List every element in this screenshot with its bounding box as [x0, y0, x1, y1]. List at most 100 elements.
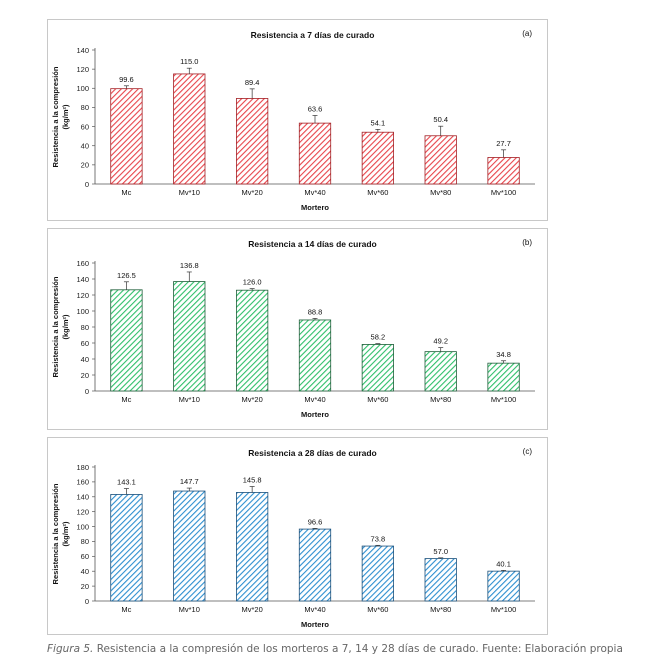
y-tick-label: 100	[76, 307, 89, 316]
data-label: 88.8	[308, 307, 323, 316]
y-tick-label: 140	[76, 46, 89, 55]
y-tick-label: 0	[85, 597, 89, 606]
bar-Mc	[110, 289, 143, 392]
bar-Mv*40	[298, 319, 332, 392]
data-label: 143.1	[117, 478, 136, 487]
y-tick-label: 180	[76, 463, 89, 472]
data-label: 89.4	[245, 78, 260, 87]
chart-panel-c: Resistencia a 28 días de curado (c) 0 20 40 6…	[47, 437, 548, 635]
data-label: 126.5	[117, 271, 136, 280]
bar-Mv*40	[298, 122, 332, 185]
chart-title: Resistencia a 14 días de curado	[248, 239, 377, 249]
data-label: 73.8	[371, 534, 386, 543]
bar-Mv*20	[236, 289, 269, 392]
x-tick-label: Mc	[121, 188, 131, 197]
x-axis-label: Mortero	[301, 410, 329, 419]
y-tick-label: 80	[81, 103, 89, 112]
y-axis-label: Resistencia a la compresión	[51, 66, 60, 167]
chart-title: Resistencia a 7 días de curado	[251, 30, 375, 40]
data-label: 27.7	[496, 139, 511, 148]
y-tick-label: 100	[76, 84, 89, 93]
x-tick-label: Mv*80	[430, 188, 451, 197]
x-tick-label: Mv*60	[367, 605, 388, 614]
x-tick-label: Mv*40	[304, 605, 325, 614]
x-tick-label: Mv*20	[242, 605, 263, 614]
y-tick-label: 20	[81, 371, 89, 380]
data-label: 40.1	[496, 559, 511, 568]
bar-Mv*100	[487, 570, 520, 602]
y-tick-label: 60	[81, 339, 89, 348]
bar-Mv*10	[173, 281, 206, 392]
y-tick-label: 40	[81, 355, 89, 364]
x-axis-label: Mortero	[301, 203, 329, 212]
y-tick-label: 140	[76, 493, 89, 502]
x-tick-label: Mv*40	[304, 395, 325, 404]
x-tick-label: Mv*10	[179, 188, 200, 197]
x-tick-label: Mv*80	[430, 605, 451, 614]
panel-label: (a)	[522, 29, 532, 38]
y-tick-label: 100	[76, 522, 89, 531]
x-tick-label: Mv*10	[179, 605, 200, 614]
data-label: 49.2	[433, 337, 448, 346]
data-label: 58.2	[371, 333, 386, 342]
panel-label: (c)	[523, 447, 533, 456]
x-tick-label: Mv*40	[304, 188, 325, 197]
y-tick-label: 80	[81, 537, 89, 546]
y-axis-label: Resistencia a la compresión	[51, 483, 60, 584]
data-label: 63.6	[308, 104, 323, 113]
bar-Mc	[110, 494, 143, 602]
bar-Mv*10	[173, 73, 206, 185]
bar-Mv*10	[173, 490, 206, 602]
y-tick-label: 40	[81, 567, 89, 576]
x-tick-label: Mv*80	[430, 395, 451, 404]
y-tick-label: 160	[76, 478, 89, 487]
chart-b-svg: Resistencia a 14 días de curado (b) 0 20 40 6…	[51, 238, 535, 419]
bar-Mv*20	[236, 98, 269, 185]
data-label: 136.8	[180, 261, 199, 270]
y-tick-label: 140	[76, 275, 89, 284]
panel-label: (b)	[522, 238, 532, 247]
bar-Mv*80	[424, 135, 457, 185]
figure-caption: Figura 5. Resistencia a la compresión de…	[47, 643, 627, 655]
data-label: 34.8	[496, 350, 511, 359]
chart-panel-b: Resistencia a 14 días de curado (b) 0 20 40 6…	[47, 228, 548, 430]
x-tick-label: Mv*20	[242, 188, 263, 197]
x-tick-label: Mv*60	[367, 395, 388, 404]
y-tick-label: 120	[76, 65, 89, 74]
y-axis-unit: (kg/m²)	[61, 521, 70, 547]
x-tick-label: Mv*10	[179, 395, 200, 404]
x-tick-label: Mc	[121, 605, 131, 614]
data-label: 115.0	[180, 57, 198, 66]
y-tick-label: 120	[76, 291, 89, 300]
x-tick-label: Mv*100	[491, 605, 516, 614]
data-label: 99.6	[119, 75, 134, 84]
y-tick-label: 160	[76, 259, 89, 268]
y-tick-label: 80	[81, 323, 89, 332]
data-label: 54.1	[371, 118, 386, 127]
y-tick-label: 0	[85, 387, 89, 396]
x-axis-label: Mortero	[301, 620, 329, 629]
y-tick-label: 20	[81, 161, 89, 170]
y-tick-label: 60	[81, 122, 89, 131]
y-tick-label: 120	[76, 507, 89, 516]
figure-caption-text: Resistencia a la compresión de los morte…	[96, 643, 623, 655]
y-axis-label: Resistencia a la compresión	[51, 276, 60, 377]
y-axis-unit: (kg/m²)	[61, 314, 70, 340]
x-tick-label: Mc	[121, 395, 131, 404]
data-label: 96.6	[308, 517, 323, 526]
bar-Mv*20	[236, 492, 269, 602]
x-tick-label: Mv*60	[367, 188, 388, 197]
y-tick-label: 0	[85, 180, 89, 189]
y-tick-label: 20	[81, 582, 89, 591]
bar-Mv*80	[424, 351, 457, 392]
x-tick-label: Mv*100	[491, 188, 516, 197]
figure-label: Figura 5.	[47, 643, 94, 655]
bar-Mv*60	[361, 344, 394, 392]
chart-c-svg: Resistencia a 28 días de curado (c) 0 20 40 6…	[51, 447, 535, 629]
chart-title: Resistencia a 28 días de curado	[248, 448, 377, 458]
data-label: 145.8	[243, 476, 262, 485]
x-tick-label: Mv*100	[491, 395, 516, 404]
bar-Mv*100	[487, 157, 520, 185]
bar-Mv*40	[298, 528, 332, 602]
data-label: 126.0	[243, 278, 262, 287]
